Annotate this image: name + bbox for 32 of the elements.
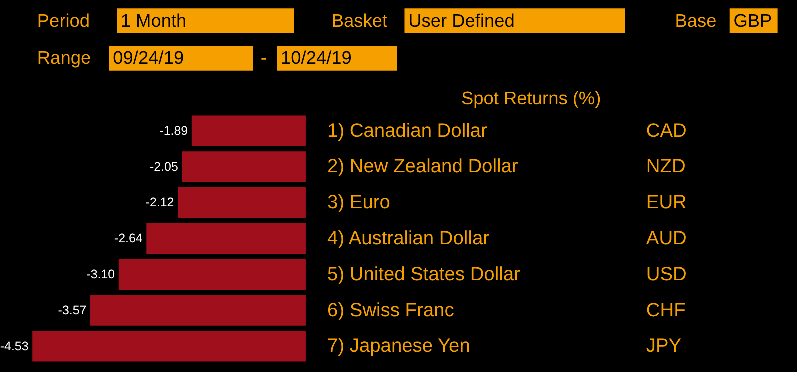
text: Spot Returns (%) <box>461 88 602 108</box>
data-label: -4.53 <box>0 339 29 354</box>
text: User Defined <box>408 10 515 31</box>
text: 10/24/19 <box>281 48 352 68</box>
y-tick-label: 6) Swiss Franc <box>328 300 455 322</box>
text: 1 Month <box>120 10 187 31</box>
y-tick-label: 5) United States Dollar <box>328 264 522 286</box>
data-label: -2.12 <box>146 196 174 210</box>
text: Base <box>675 10 717 31</box>
text: 09/24/19 <box>113 48 184 68</box>
y-tick-label: 3) Euro <box>328 192 390 214</box>
y2-tick-label: EUR <box>646 192 687 214</box>
data-label: -3.57 <box>58 303 87 318</box>
text: Range <box>37 48 92 68</box>
y2-tick-label: NZD <box>646 156 686 178</box>
data-label: -2.05 <box>150 160 178 174</box>
text: - <box>260 48 267 68</box>
y2-tick-label: AUD <box>646 228 687 250</box>
y-tick-label: 7) Japanese Yen <box>328 336 470 358</box>
y-tick-label: 2) New Zealand Dollar <box>328 156 519 178</box>
y2-tick-label: JPY <box>646 336 682 358</box>
y-tick-label: 1) Canadian Dollar <box>328 120 488 142</box>
data-label: -2.64 <box>114 232 143 246</box>
text: Basket <box>332 10 388 31</box>
y2-tick-label: CAD <box>646 120 687 142</box>
data-label: -1.89 <box>160 124 188 138</box>
y-tick-label: 4) Australian Dollar <box>328 228 490 250</box>
y2-tick-label: CHF <box>646 300 686 322</box>
text: GBP <box>734 10 772 31</box>
y2-tick-label: USD <box>646 264 687 286</box>
text: Period <box>37 10 90 31</box>
data-label: -3.10 <box>86 267 116 282</box>
